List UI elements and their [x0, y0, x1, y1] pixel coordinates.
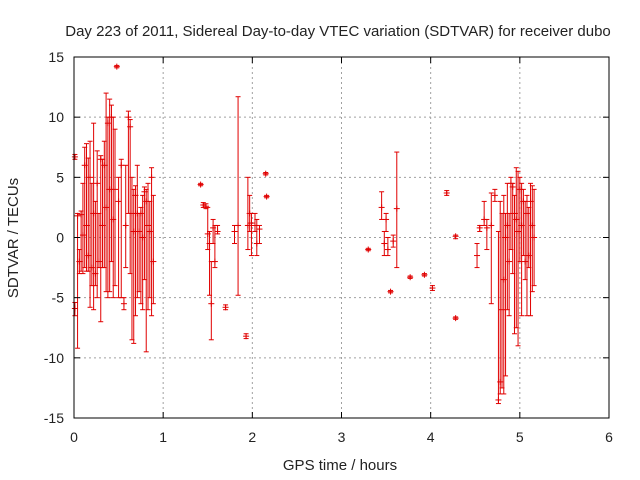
data-point [483, 218, 490, 251]
data-point [429, 285, 436, 292]
data-point [488, 192, 495, 305]
data-point [200, 202, 207, 209]
data-point [387, 288, 394, 295]
y-tick-label: 0 [56, 230, 64, 246]
x-tick-label: 2 [248, 429, 256, 445]
data-point [113, 63, 120, 70]
x-tick-label: 1 [159, 429, 167, 445]
y-tick-label: -5 [52, 290, 65, 306]
data-series [71, 63, 538, 405]
chart-title: Day 223 of 2011, Sidereal Day-to-day VTE… [65, 23, 611, 40]
data-point [95, 212, 102, 269]
data-point [94, 150, 101, 299]
axis-ticks: 0 1 2 3 4 5 6 -15 -10 -5 0 5 10 15 [44, 49, 613, 445]
data-point [452, 315, 459, 322]
x-tick-label: 0 [70, 429, 78, 445]
data-point [393, 151, 400, 269]
data-point [145, 182, 152, 311]
x-tick-label: 3 [338, 429, 346, 445]
data-point [263, 193, 270, 200]
data-point [87, 140, 94, 308]
x-axis-label: GPS time / hours [283, 457, 397, 474]
data-point [500, 194, 507, 395]
data-point [214, 224, 221, 235]
data-point [421, 271, 428, 278]
data-point [390, 234, 397, 248]
data-point [202, 203, 209, 210]
data-point [120, 297, 127, 311]
data-point [506, 212, 513, 317]
data-point [256, 224, 263, 245]
data-point [509, 182, 516, 275]
x-tick-label: 4 [427, 429, 435, 445]
data-point [122, 164, 129, 269]
data-point [92, 200, 99, 287]
y-tick-label: 10 [48, 109, 64, 125]
data-point [531, 188, 538, 287]
data-point [481, 200, 488, 226]
y-tick-label: 5 [56, 169, 64, 185]
data-point [231, 224, 238, 245]
x-tick-label: 5 [516, 429, 524, 445]
data-point [262, 170, 269, 177]
data-point [491, 188, 498, 202]
data-point [529, 185, 536, 293]
y-tick-label: -10 [44, 350, 64, 366]
data-point [474, 243, 481, 269]
data-point [71, 153, 78, 160]
y-tick-label: -15 [44, 410, 64, 426]
data-point [208, 261, 215, 341]
data-point [106, 98, 113, 293]
x-tick-label: 6 [605, 429, 613, 445]
data-point [150, 194, 157, 305]
data-point [381, 230, 388, 257]
data-point [97, 155, 104, 323]
data-point [83, 143, 90, 272]
data-point [452, 233, 459, 240]
data-point [110, 116, 117, 299]
data-point [222, 304, 229, 311]
data-point [235, 96, 242, 296]
data-point [383, 212, 390, 232]
data-point [243, 333, 250, 340]
data-point [115, 176, 122, 299]
data-point [71, 301, 78, 317]
y-axis-label: SDTVAR / TECUs [5, 178, 22, 298]
data-point [378, 191, 385, 220]
data-point [112, 128, 119, 287]
data-point [365, 246, 372, 253]
data-point [476, 224, 483, 232]
data-point [74, 212, 81, 349]
data-point [118, 158, 125, 299]
data-point [81, 146, 88, 269]
data-point [443, 189, 450, 196]
data-point [197, 181, 204, 188]
data-point [384, 237, 391, 257]
data-point [148, 167, 155, 317]
y-tick-label: 15 [48, 49, 64, 65]
data-point [407, 274, 414, 281]
